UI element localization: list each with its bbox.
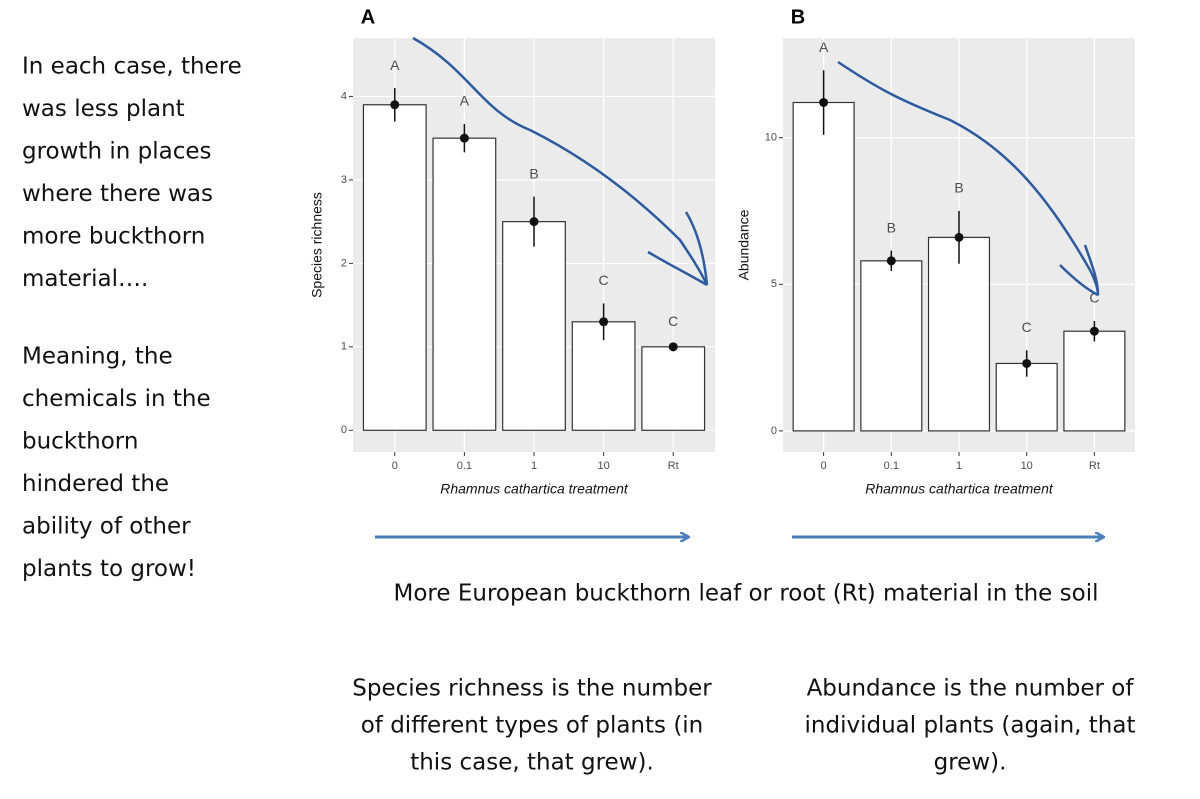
bar (927, 236, 991, 432)
text-line: buckthorn (22, 429, 138, 455)
y-tick-label: 2 (341, 257, 347, 269)
text-line: growth in places (22, 139, 211, 165)
text-line: hindered the (22, 471, 169, 497)
group-label: A (460, 93, 470, 109)
hand-arrow (837, 60, 1100, 297)
mean-point (954, 232, 964, 242)
y-axis-label: Species richness (309, 192, 325, 298)
hand-arrow (412, 36, 709, 287)
y-tick-label: 3 (341, 174, 347, 186)
y-tick-label: 5 (771, 278, 777, 290)
bar (362, 104, 427, 431)
chart-panel: 0 1 2 3 4 A 0 A 0.1 B 1 C 10 C Rt A Rhamnus cathartica t… (309, 6, 715, 497)
text-line: individual plants (again, that (805, 713, 1136, 739)
group-label: C (1022, 319, 1032, 335)
mean-point (390, 100, 400, 110)
mean-point (599, 317, 609, 327)
bar (641, 346, 706, 431)
mean-point (886, 256, 896, 266)
group-label: A (819, 39, 829, 55)
x-axis-label: Rhamnus cathartica treatment (865, 481, 1054, 497)
group-label: B (529, 165, 538, 181)
text-line: In each case, there (22, 54, 242, 80)
bar (432, 137, 497, 431)
panel-title: B (791, 6, 805, 28)
x-tick-label: 0 (821, 460, 827, 472)
y-axis-label: Abundance (736, 209, 752, 280)
mean-point (668, 342, 678, 352)
x-tick-label: 10 (597, 460, 609, 472)
group-label: A (390, 57, 400, 73)
y-tick-label: 1 (341, 341, 347, 353)
x-tick-label: 10 (1021, 460, 1033, 472)
x-tick-label: 0 (392, 460, 398, 472)
text-line: where there was (22, 181, 213, 207)
mean-point (1022, 358, 1032, 368)
text-line: more buckthorn (22, 224, 205, 250)
group-label: C (668, 313, 678, 329)
text-line: grew). (934, 750, 1007, 776)
x-tick-label: Rt (668, 460, 679, 472)
mean-point (1089, 326, 1099, 336)
x-tick-label: 0.1 (457, 460, 472, 472)
bar (1063, 330, 1126, 432)
group-label: C (1089, 290, 1099, 306)
y-tick-label: 0 (771, 425, 777, 437)
text-line: this case, that grew). (410, 750, 654, 776)
x-tick-label: 1 (956, 460, 962, 472)
text-line: was less plant (22, 96, 185, 122)
text-line: Meaning, the (22, 344, 173, 370)
chart-panel: 0 5 10 A 0 B 0.1 B 1 C 10 C Rt B Rhamnus cathartica tr… (736, 6, 1135, 497)
text-line: Species richness is the number (352, 676, 712, 702)
group-label: B (887, 219, 896, 235)
x-axis-label: Rhamnus cathartica treatment (440, 481, 629, 497)
caption: More European buckthorn leaf or root (Rt… (394, 581, 1099, 607)
x-tick-label: 1 (531, 460, 537, 472)
group-label: B (954, 180, 963, 196)
bar (860, 260, 923, 432)
x-tick-label: 0.1 (884, 460, 899, 472)
texts: In each case, there was less plant growth … (22, 54, 1135, 776)
text-line: plants to grow! (22, 556, 196, 582)
text-line: chemicals in the (22, 386, 211, 412)
bar (792, 101, 855, 432)
text-line: material…. (22, 266, 148, 292)
y-tick-label: 0 (341, 424, 347, 436)
text-line: ability of other (22, 514, 191, 540)
bar (502, 221, 566, 431)
panel-title: A (361, 6, 375, 28)
mean-point (819, 98, 829, 108)
x-tick-label: Rt (1089, 460, 1100, 472)
mean-point (529, 217, 539, 227)
y-tick-label: 4 (341, 90, 347, 102)
text-line: Abundance is the number of (807, 676, 1135, 702)
group-label: C (599, 272, 609, 288)
y-tick-label: 10 (765, 132, 777, 144)
mean-point (459, 133, 469, 143)
text-line: of different types of plants (in (361, 713, 704, 739)
